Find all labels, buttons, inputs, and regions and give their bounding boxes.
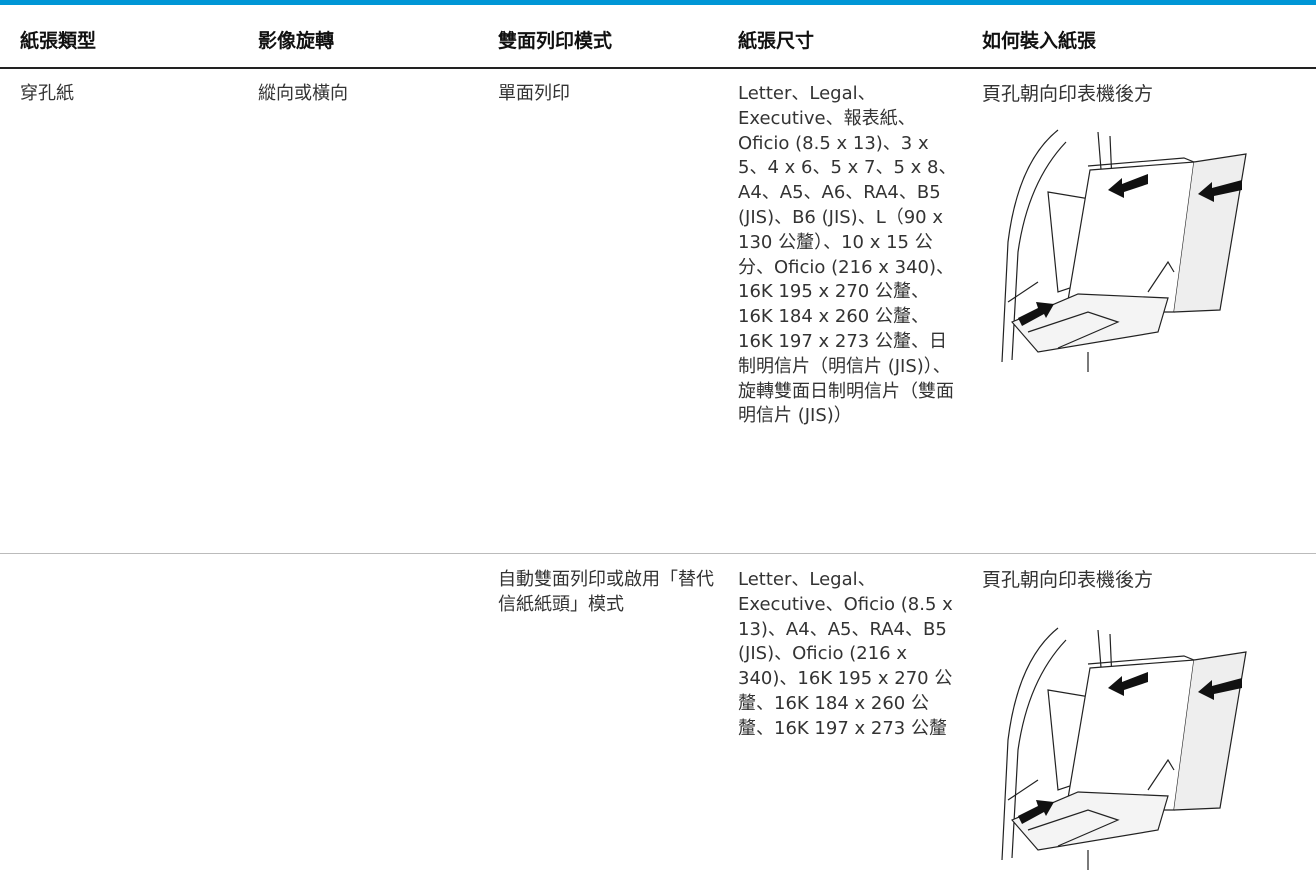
arrow [1108,672,1148,696]
header-rule [0,67,1316,69]
arrow [1198,180,1242,202]
row-rule [0,553,1316,554]
cell: 單面列印 [498,83,570,104]
header-cell: 紙張類型 [20,30,97,52]
header-cell: 雙面列印模式 [498,30,613,52]
cell: 穿孔紙 [20,83,74,104]
cell: Letter、Legal、Executive、Oficio (8.5 x 13)… [738,569,953,739]
arrow [1018,800,1054,824]
top-border [0,0,1316,5]
arrow [1108,174,1148,198]
header-cell: 影像旋轉 [258,30,335,52]
arrow [1018,302,1054,326]
header-cell: 紙張尺寸 [738,30,815,52]
tray-illustration [1001,627,1247,870]
cell: 縱向或橫向 [258,83,348,104]
cell: 頁孔朝向印表機後方 [982,569,1154,591]
tray-illustration [1001,129,1247,372]
cell: 頁孔朝向印表機後方 [982,83,1154,105]
cell: 自動雙面列印或啟用「替代信紙紙頭」模式 [498,569,714,615]
header-cell: 如何裝入紙張 [982,30,1097,52]
cell: Letter、Legal、Executive、報表紙、Oficio (8.5 x… [738,83,957,427]
arrow [1198,678,1242,700]
